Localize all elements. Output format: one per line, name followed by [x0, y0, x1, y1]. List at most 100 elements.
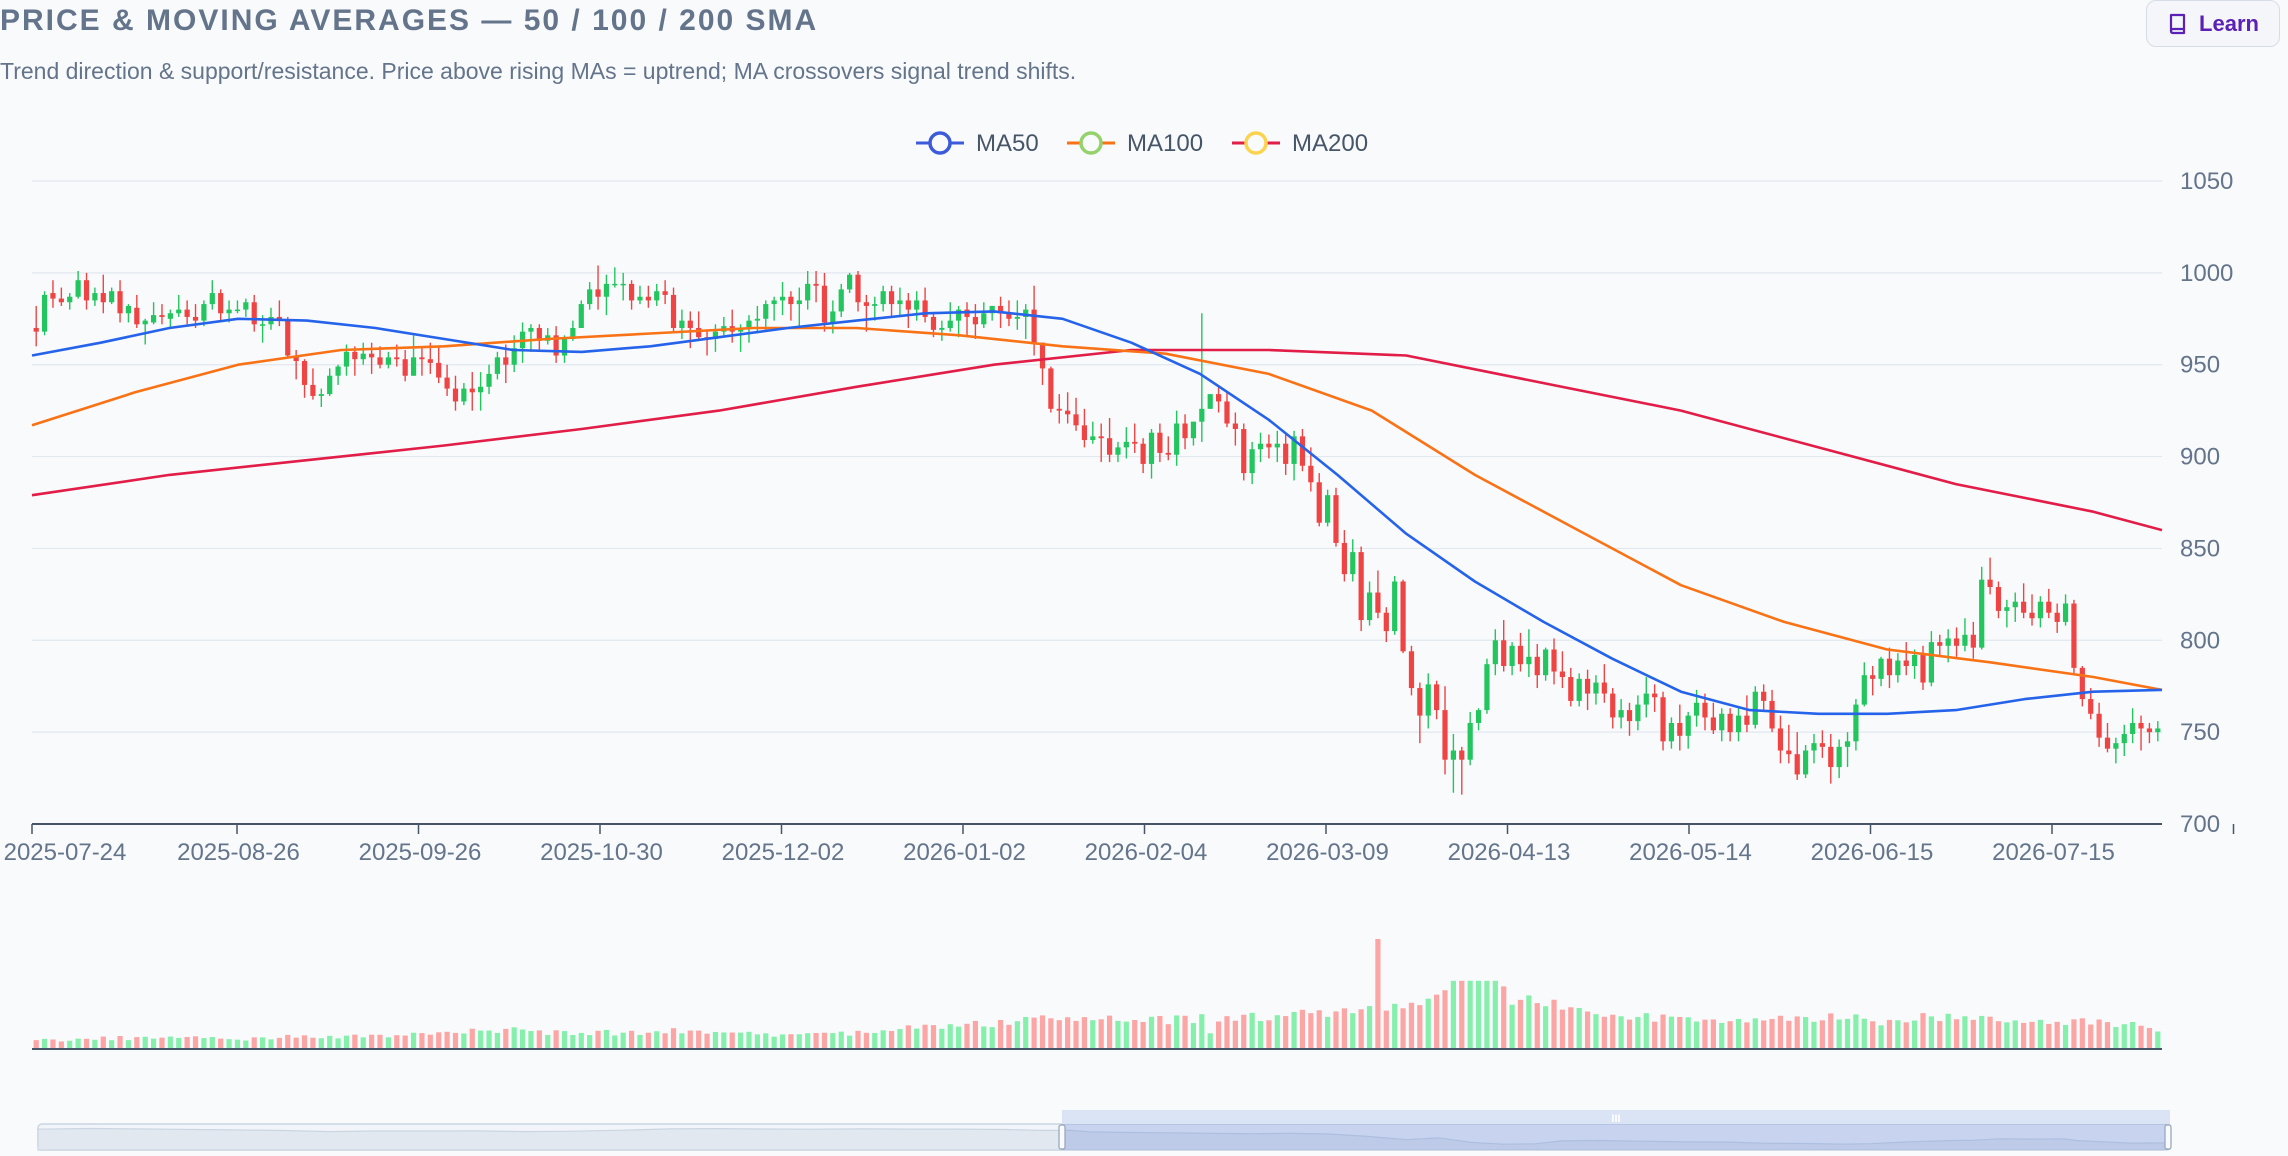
- candle-body: [327, 375, 333, 395]
- candle-body: [612, 283, 618, 286]
- candle: [536, 324, 542, 351]
- candle-body: [1652, 693, 1658, 698]
- candle: [788, 291, 794, 321]
- candle: [612, 267, 618, 288]
- candle-body: [1509, 645, 1515, 667]
- axes: 1050 1000 950 900 850 800 750 700 2025-07-24 2025…: [4, 168, 2235, 866]
- volume-bar: [100, 1036, 106, 1049]
- x-tick-label: 2026-07-15: [1992, 839, 2115, 866]
- candle: [1375, 570, 1381, 619]
- volume-bar: [2138, 1025, 2144, 1049]
- candle-body: [125, 305, 132, 314]
- candle: [561, 335, 568, 363]
- volume-bar: [301, 1035, 308, 1049]
- volume-bar: [511, 1027, 517, 1049]
- candle: [1501, 620, 1507, 672]
- volume-bar: [830, 1033, 836, 1049]
- candle-body: [712, 331, 719, 339]
- legend-marker: [928, 131, 952, 155]
- volume-bar: [1459, 980, 1465, 1049]
- candle-body: [1752, 691, 1758, 725]
- candle: [637, 285, 643, 305]
- candle: [2130, 708, 2136, 744]
- x-tick-label: 2025-08-26: [177, 839, 300, 866]
- candle-body: [134, 307, 140, 325]
- candle: [1148, 429, 1155, 479]
- candle: [410, 335, 417, 376]
- ma50-line: [31, 310, 2163, 716]
- candle-body: [385, 357, 391, 365]
- volume-bar: [2113, 1026, 2119, 1049]
- candle: [519, 322, 526, 363]
- volume-bar: [997, 1020, 1004, 1049]
- volume-bar: [2054, 1021, 2060, 1049]
- candle: [33, 305, 39, 347]
- learn-button[interactable]: Learn: [2146, 0, 2280, 47]
- volume-bar: [268, 1039, 274, 1049]
- candle: [1761, 684, 1767, 711]
- candle: [587, 282, 593, 310]
- volume-bar: [754, 1034, 760, 1049]
- candle-body: [1249, 449, 1255, 474]
- volume-bar: [1794, 1016, 1800, 1049]
- candle: [402, 350, 408, 382]
- volume-bar: [528, 1031, 534, 1049]
- book-icon: [2167, 12, 2189, 36]
- candle: [1157, 423, 1163, 463]
- volume-bar: [654, 1031, 660, 1049]
- candle: [461, 383, 467, 406]
- candle-body: [1073, 414, 1079, 426]
- candle-body: [377, 357, 383, 365]
- range-navigator[interactable]: III: [37, 1110, 2172, 1151]
- candle: [1509, 642, 1515, 676]
- candle: [1735, 706, 1742, 742]
- candle: [117, 280, 123, 323]
- candle-body: [1492, 640, 1498, 665]
- candle-body: [2121, 733, 2127, 744]
- volume-bar: [167, 1036, 173, 1049]
- legend[interactable]: MA50 MA100 MA200: [916, 130, 1368, 157]
- volume-bar: [327, 1035, 333, 1049]
- legend-item-ma50[interactable]: MA50: [916, 130, 1039, 157]
- navigator-handle[interactable]: [2164, 1124, 2172, 1150]
- candle-body: [352, 351, 358, 360]
- volume-bar: [1912, 1020, 1918, 1049]
- volume-bar: [427, 1034, 433, 1049]
- navigator-selection[interactable]: [1062, 1124, 2170, 1150]
- volume-bar: [570, 1035, 576, 1049]
- volume-bar: [1375, 939, 1381, 1049]
- volume-bar: [486, 1030, 492, 1049]
- volume-bar: [1475, 980, 1482, 1049]
- volume-bar: [318, 1038, 324, 1049]
- candle-body: [1769, 700, 1775, 729]
- navigator-grip[interactable]: III: [1611, 1113, 1620, 1125]
- candle-body: [1434, 684, 1440, 711]
- navigator-handle[interactable]: [1058, 1124, 1066, 1150]
- volume-bar: [142, 1036, 148, 1049]
- candle-body: [662, 291, 668, 295]
- candle: [670, 287, 677, 332]
- candle-body: [234, 309, 241, 312]
- candle-body: [1794, 754, 1800, 775]
- candle: [662, 280, 668, 305]
- legend-item-ma200[interactable]: MA200: [1232, 130, 1368, 157]
- volume-bar: [897, 1029, 903, 1049]
- candle-body: [1375, 592, 1381, 613]
- volume-bar: [369, 1034, 375, 1049]
- volume-bar: [1886, 1019, 1893, 1049]
- candle-body: [620, 283, 626, 286]
- candle: [335, 364, 341, 385]
- candle: [553, 326, 559, 363]
- volume-bar: [561, 1031, 568, 1049]
- volume-bar: [1023, 1016, 1029, 1049]
- volume-bar: [293, 1037, 299, 1049]
- candle-body: [1006, 313, 1012, 319]
- navigator-selection-bar[interactable]: [1062, 1110, 2170, 1124]
- volume-bar: [33, 1040, 39, 1049]
- candle: [1425, 673, 1431, 729]
- volume-bar: [1769, 1018, 1775, 1049]
- volume-bar: [2046, 1023, 2052, 1049]
- legend-item-ma100[interactable]: MA100: [1067, 130, 1203, 157]
- volume-bar: [1090, 1020, 1096, 1049]
- candle: [1442, 686, 1448, 775]
